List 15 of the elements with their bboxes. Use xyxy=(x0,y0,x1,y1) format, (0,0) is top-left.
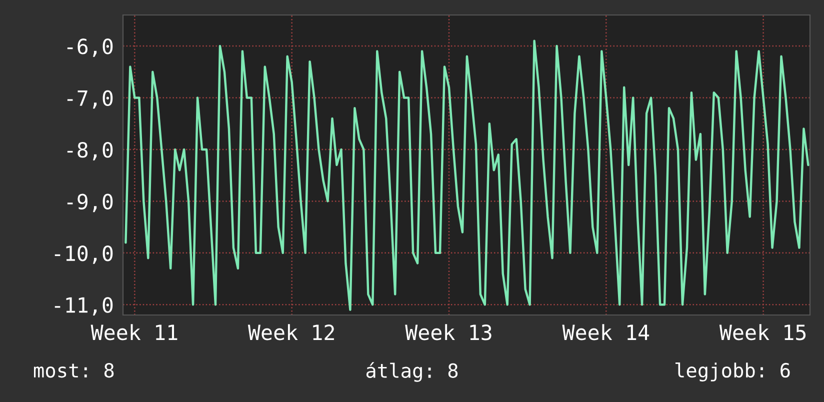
y-tick-label: -10,0 xyxy=(54,245,113,264)
text: most: 8 xyxy=(34,362,114,378)
y-tick-label: -6,0 xyxy=(67,38,113,57)
y-tick-label: -9,0 xyxy=(67,194,113,212)
x-tick-label: Week 13 xyxy=(405,324,492,340)
text: legjobb: 6 xyxy=(675,362,790,382)
y-tick-label: -11,0 xyxy=(54,297,113,316)
x-tick-label: Week 15 xyxy=(719,324,806,340)
x-tick-label: Week 11 xyxy=(90,324,178,340)
line-series xyxy=(124,40,810,311)
x-tick-label: Week 12 xyxy=(248,324,334,340)
x-tick-label: Week 14 xyxy=(562,324,650,340)
y-tick-label: -7,0 xyxy=(67,90,113,109)
text: átlag: 8 xyxy=(366,362,458,382)
y-tick-label: -8,0 xyxy=(67,142,113,160)
